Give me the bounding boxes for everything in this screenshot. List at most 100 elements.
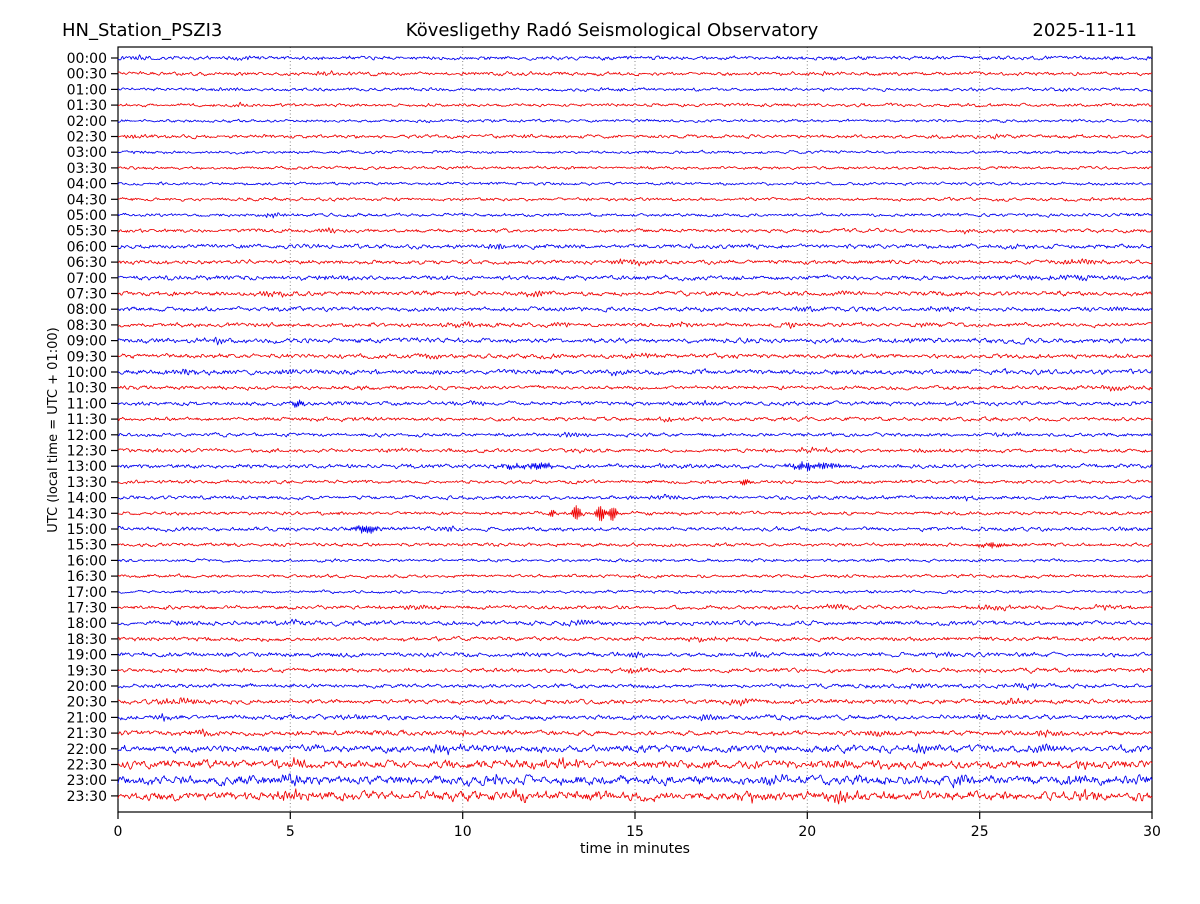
y-tick-label-17:00: 17:00 <box>67 585 107 601</box>
observatory-title: Kövesligethy Radó Seismological Observat… <box>406 20 819 41</box>
trace-17:00 <box>118 589 1153 595</box>
y-tick-label-07:30: 07:30 <box>67 287 107 303</box>
y-tick-label-14:30: 14:30 <box>67 506 107 522</box>
trace-03:30 <box>117 165 1153 171</box>
y-tick-label-04:00: 04:00 <box>67 177 107 193</box>
y-tick-label-23:30: 23:30 <box>67 789 107 805</box>
y-tick-label-17:30: 17:30 <box>67 601 107 617</box>
y-tick-label-12:00: 12:00 <box>67 428 107 444</box>
x-tick-label-25: 25 <box>971 824 989 840</box>
trace-11:00 <box>117 399 1153 408</box>
x-tick-label-0: 0 <box>114 824 123 840</box>
trace-12:30 <box>118 446 1153 454</box>
trace-02:00 <box>117 118 1153 124</box>
y-tick-label-10:30: 10:30 <box>67 381 107 397</box>
y-tick-label-13:00: 13:00 <box>67 459 107 475</box>
trace-14:00 <box>117 493 1153 502</box>
trace-21:00 <box>117 713 1153 722</box>
trace-00:00 <box>117 54 1153 61</box>
trace-13:00 <box>117 461 1153 472</box>
trace-07:00 <box>117 274 1153 282</box>
y-tick-label-06:30: 06:30 <box>67 255 107 271</box>
trace-15:00 <box>117 525 1153 534</box>
trace-04:00 <box>117 181 1153 186</box>
y-tick-label-10:00: 10:00 <box>67 365 107 381</box>
x-tick-label-30: 30 <box>1143 824 1161 840</box>
y-tick-label-23:00: 23:00 <box>67 773 107 789</box>
plot-content: 0 5 10 15 20 25 30 00:0000:3001:0001:3002:0002:… <box>67 46 1161 840</box>
x-tick-label-10: 10 <box>454 824 472 840</box>
y-tick-label-14:00: 14:00 <box>67 491 107 507</box>
trace-23:00 <box>117 773 1153 789</box>
trace-06:00 <box>117 243 1153 250</box>
trace-10:30 <box>117 384 1153 392</box>
trace-13:30 <box>117 479 1153 486</box>
y-tick-label-13:30: 13:30 <box>67 475 107 491</box>
trace-16:30 <box>117 573 1153 579</box>
y-tick-label-01:30: 01:30 <box>67 98 107 114</box>
y-tick-label-20:00: 20:00 <box>67 679 107 695</box>
trace-22:00 <box>117 743 1153 756</box>
y-tick-label-22:30: 22:30 <box>67 758 107 774</box>
y-tick-label-09:00: 09:00 <box>67 334 107 350</box>
trace-19:30 <box>117 667 1153 674</box>
trace-04:30 <box>117 196 1153 202</box>
y-tick-label-15:30: 15:30 <box>67 538 107 554</box>
trace-09:00 <box>117 336 1153 346</box>
y-tick-label-06:00: 06:00 <box>67 239 107 255</box>
y-tick-label-15:00: 15:00 <box>67 522 107 538</box>
y-tick-label-16:30: 16:30 <box>67 569 107 585</box>
y-tick-label-19:00: 19:00 <box>67 648 107 664</box>
y-tick-label-21:30: 21:30 <box>67 726 107 742</box>
trace-21:30 <box>117 728 1153 738</box>
y-tick-label-05:30: 05:30 <box>67 224 107 240</box>
trace-01:30 <box>117 101 1153 108</box>
y-tick-label-09:30: 09:30 <box>67 349 107 365</box>
y-tick-label-22:00: 22:00 <box>67 742 107 758</box>
trace-15:30 <box>117 542 1153 549</box>
trace-09:30 <box>117 352 1153 360</box>
y-tick-label-11:30: 11:30 <box>67 412 107 428</box>
y-tick-label-01:00: 01:00 <box>67 82 107 98</box>
trace-02:30 <box>117 133 1153 140</box>
trace-05:30 <box>117 227 1153 235</box>
y-tick-label-11:00: 11:00 <box>67 396 107 412</box>
date-title: 2025-11-11 <box>1032 20 1137 41</box>
x-tick-label-15: 15 <box>626 824 644 840</box>
y-tick-label-16:00: 16:00 <box>67 553 107 569</box>
trace-20:30 <box>118 697 1153 707</box>
y-axis-label: UTC (local time = UTC + 01:00) <box>46 327 61 532</box>
y-tick-label-04:30: 04:30 <box>67 192 107 208</box>
y-tick-label-05:00: 05:00 <box>67 208 107 224</box>
trace-08:00 <box>117 305 1153 313</box>
station-title: HN_Station_PSZI3 <box>62 20 222 41</box>
trace-18:30 <box>117 635 1153 643</box>
y-tick-label-21:00: 21:00 <box>67 710 107 726</box>
trace-05:00 <box>117 212 1153 219</box>
y-tick-label-18:00: 18:00 <box>67 616 107 632</box>
y-tick-label-07:00: 07:00 <box>67 271 107 287</box>
x-tick-label-5: 5 <box>286 824 295 840</box>
trace-06:30 <box>117 258 1153 267</box>
y-tick-label-08:30: 08:30 <box>67 318 107 334</box>
trace-01:00 <box>118 87 1153 92</box>
trace-17:30 <box>117 603 1153 612</box>
y-tick-label-08:00: 08:00 <box>67 302 107 318</box>
trace-14:30 <box>117 505 1153 522</box>
trace-23:30 <box>117 788 1153 805</box>
trace-18:00 <box>117 618 1153 627</box>
trace-08:30 <box>117 321 1153 329</box>
y-tick-label-18:30: 18:30 <box>67 632 107 648</box>
y-tick-label-03:30: 03:30 <box>67 161 107 177</box>
x-axis-label: time in minutes <box>580 841 690 857</box>
y-tick-label-02:00: 02:00 <box>67 114 107 130</box>
y-tick-label-19:30: 19:30 <box>67 663 107 679</box>
trace-12:00 <box>117 431 1153 438</box>
trace-03:00 <box>117 149 1152 155</box>
y-tick-label-02:30: 02:30 <box>67 130 107 146</box>
trace-20:00 <box>117 682 1153 691</box>
y-tick-label-12:30: 12:30 <box>67 444 107 460</box>
y-tick-label-00:00: 00:00 <box>67 51 107 67</box>
